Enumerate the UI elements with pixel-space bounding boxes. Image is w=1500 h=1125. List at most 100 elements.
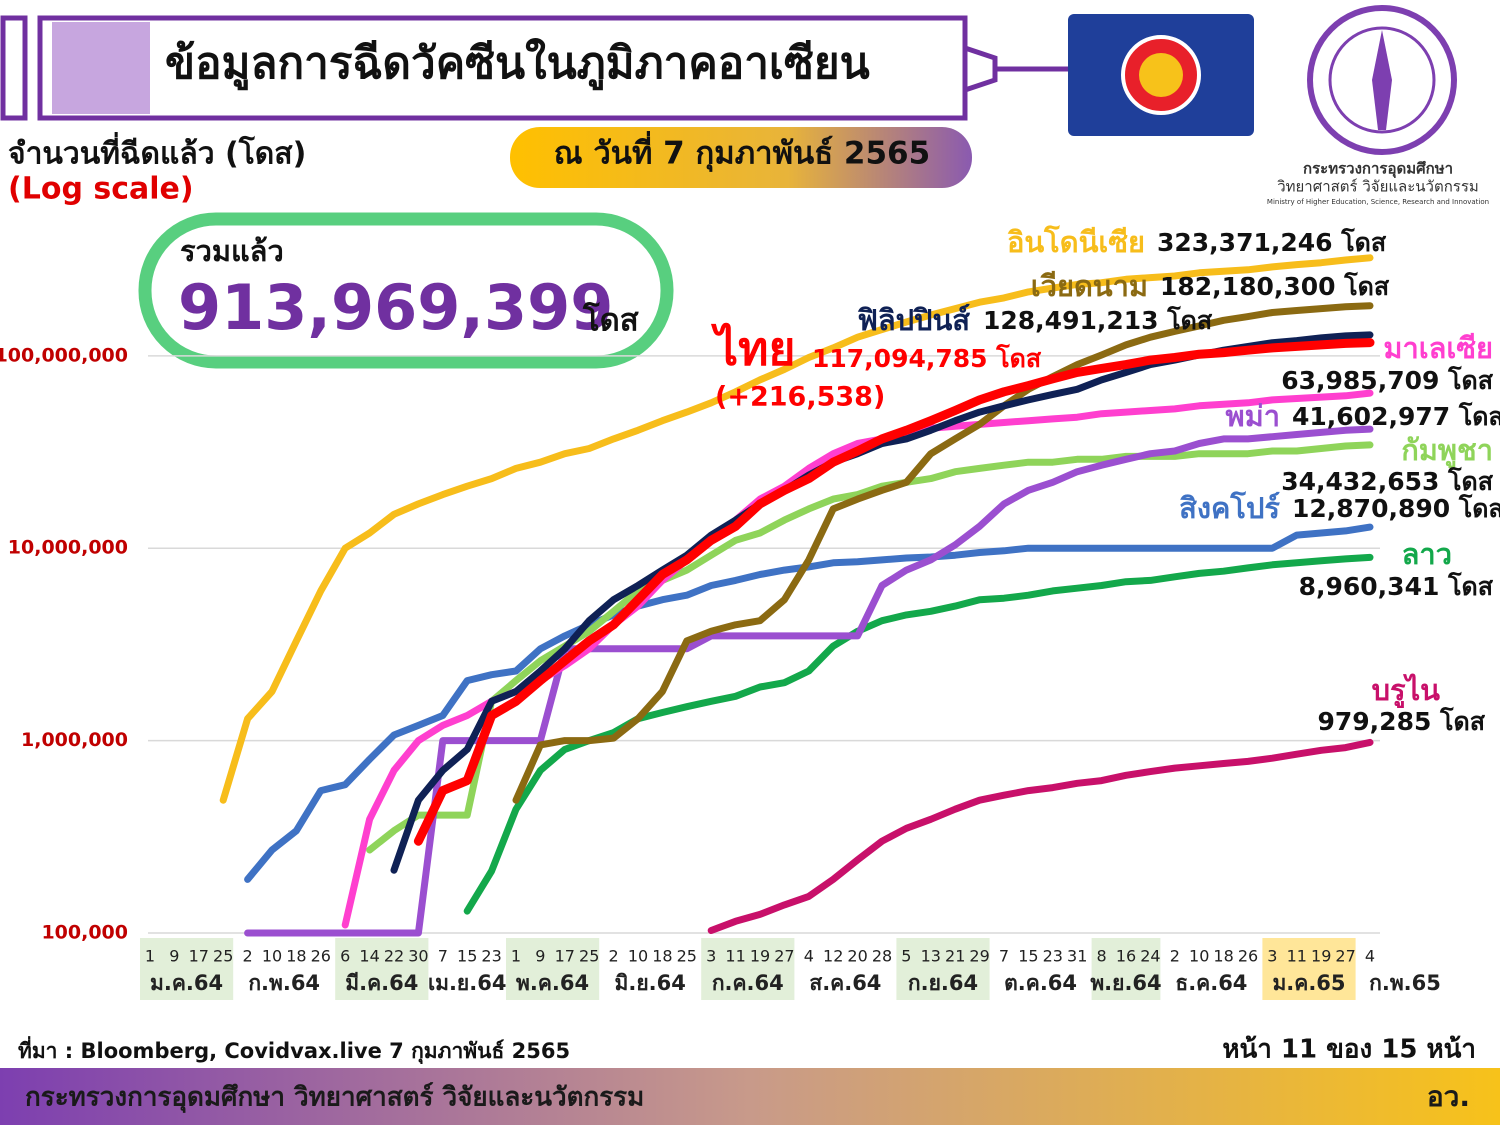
month-label: เม.ย.64 — [428, 971, 507, 995]
x-tick-label: 20 — [847, 947, 867, 966]
month-band — [335, 938, 429, 1000]
date: ณ วันที่ 7 กุมภาพันธ์ 2565 — [554, 131, 930, 173]
series-line — [366, 441, 1374, 854]
legend-label: อินโดนีเซีย — [1007, 224, 1145, 259]
series-line — [413, 338, 1375, 846]
legend-label: มาเลเซีย — [1383, 331, 1493, 365]
end-value-label: 117,094,785 โดส — [812, 343, 1042, 373]
y-tick-label: 10,000,000 — [8, 537, 128, 559]
legend-label: สิงคโปร์ — [1179, 490, 1280, 525]
date-pill — [510, 127, 972, 188]
x-tick-label: 18 — [1213, 947, 1233, 966]
end-value-label: 182,180,300 โดส — [1160, 271, 1390, 301]
end-value-label: 41,602,977 โดส — [1292, 401, 1500, 431]
x-tick-label: 22 — [384, 947, 404, 966]
end-value-label: 12,870,890 โดส — [1292, 493, 1500, 523]
x-tick-label: 6 — [340, 947, 350, 966]
source: ที่มา : Bloomberg, Covidvax.live 7 กุมภา… — [18, 1035, 570, 1065]
x-tick-label: 4 — [1365, 947, 1375, 966]
x-tick-label: 10 — [1189, 947, 1209, 966]
x-tick-label: 19 — [750, 947, 770, 966]
footer-org-short: อว. — [1427, 1080, 1470, 1113]
x-tick-label: 19 — [1311, 947, 1331, 966]
legend-label: กัมพูชา — [1401, 433, 1493, 468]
legend-label: เวียดนาม — [1031, 269, 1148, 303]
end-value-label: 8,960,341 โดส — [1299, 571, 1494, 601]
y-tick-label: 1,000,000 — [21, 729, 128, 751]
x-tick-label: 1 — [145, 947, 155, 966]
total-box — [138, 212, 674, 369]
ministry-logo-emblem — [1372, 30, 1392, 130]
x-tick-label: 28 — [872, 947, 892, 966]
x-tick-label: 2 — [1170, 947, 1180, 966]
x-tick-label: 21 — [945, 947, 965, 966]
x-tick-label: 25 — [213, 947, 233, 966]
title: ข้อมูลการฉีดวัคซีนในภูมิภาคอาเซียน — [165, 37, 870, 90]
total-label: รวมแล้ว — [180, 234, 284, 268]
x-tick-label: 18 — [286, 947, 306, 966]
x-tick-label: 17 — [189, 947, 209, 966]
month-band — [1091, 938, 1161, 1000]
x-tick-label: 14 — [359, 947, 379, 966]
month-label: ธ.ค.64 — [1175, 971, 1247, 995]
month-band — [506, 938, 600, 1000]
month-label: มิ.ย.64 — [615, 971, 686, 995]
x-tick-label: 17 — [555, 947, 575, 966]
legend-label: พม่า — [1225, 399, 1280, 433]
x-tick-label: 3 — [706, 947, 716, 966]
x-tick-label: 26 — [311, 947, 331, 966]
month-label: ก.ค.64 — [712, 971, 784, 995]
x-tick-label: 31 — [1067, 947, 1087, 966]
change-label: (+216,538) — [715, 382, 885, 413]
x-tick-label: 15 — [457, 947, 477, 966]
total-value: 913,969,399 — [178, 271, 613, 344]
month-label: ม.ค.65 — [1272, 971, 1345, 995]
x-tick-label: 25 — [677, 947, 697, 966]
syringe-tip — [962, 44, 998, 94]
month-label: ส.ค.64 — [809, 971, 881, 995]
ministry-name-en: Ministry of Higher Education, Science, R… — [1267, 198, 1489, 206]
series-line — [390, 331, 1374, 874]
end-value-label: 128,491,213 โดส — [983, 305, 1213, 335]
y-tick-label: 100,000 — [41, 922, 128, 944]
x-tick-label: 24 — [1140, 947, 1160, 966]
ministry-name-2: วิทยาศาสตร์ วิจัยและนวัตกรรม — [1277, 178, 1479, 196]
end-value-label: 979,285 โดส — [1318, 706, 1486, 736]
y-axis-label: จำนวนที่ฉีดแล้ว (โดส) — [8, 132, 306, 172]
x-tick-label: 16 — [1116, 947, 1136, 966]
footer-org: กระทรวงการอุดมศึกษา วิทยาศาสตร์ วิจัยและ… — [25, 1082, 644, 1114]
x-tick-label: 29 — [969, 947, 989, 966]
x-tick-label: 11 — [725, 947, 745, 966]
series-line — [512, 302, 1374, 804]
legend-label: บรูไน — [1372, 673, 1441, 708]
legend-label: ลาว — [1402, 537, 1452, 571]
x-tick-label: 23 — [1043, 947, 1063, 966]
flag-rice — [1139, 53, 1183, 97]
month-band — [1262, 938, 1356, 1000]
month-label: ต.ค.64 — [1004, 971, 1077, 995]
x-tick-label: 10 — [628, 947, 648, 966]
x-tick-label: 13 — [921, 947, 941, 966]
month-band — [701, 938, 795, 1000]
month-label: มี.ค.64 — [345, 971, 418, 995]
end-value-label: 34,432,653 โดส — [1281, 466, 1494, 496]
syringe-plunger — [0, 15, 28, 121]
x-tick-label: 8 — [1097, 947, 1107, 966]
series-line — [463, 553, 1374, 915]
month-band — [140, 938, 234, 1000]
x-tick-label: 11 — [1287, 947, 1307, 966]
legend-label: ฟิลิปปินส์ — [857, 303, 970, 337]
month-label: ก.ย.64 — [908, 971, 978, 995]
x-tick-label: 7 — [438, 947, 448, 966]
month-band — [896, 938, 990, 1000]
x-tick-label: 4 — [804, 947, 814, 966]
x-tick-label: 7 — [999, 947, 1009, 966]
page-number: หน้า 11 ของ 15 หน้า — [1222, 1035, 1476, 1065]
x-tick-label: 2 — [243, 947, 253, 966]
syringe-fill — [52, 22, 150, 114]
x-tick-label: 1 — [511, 947, 521, 966]
footer-bar — [0, 1068, 1500, 1125]
